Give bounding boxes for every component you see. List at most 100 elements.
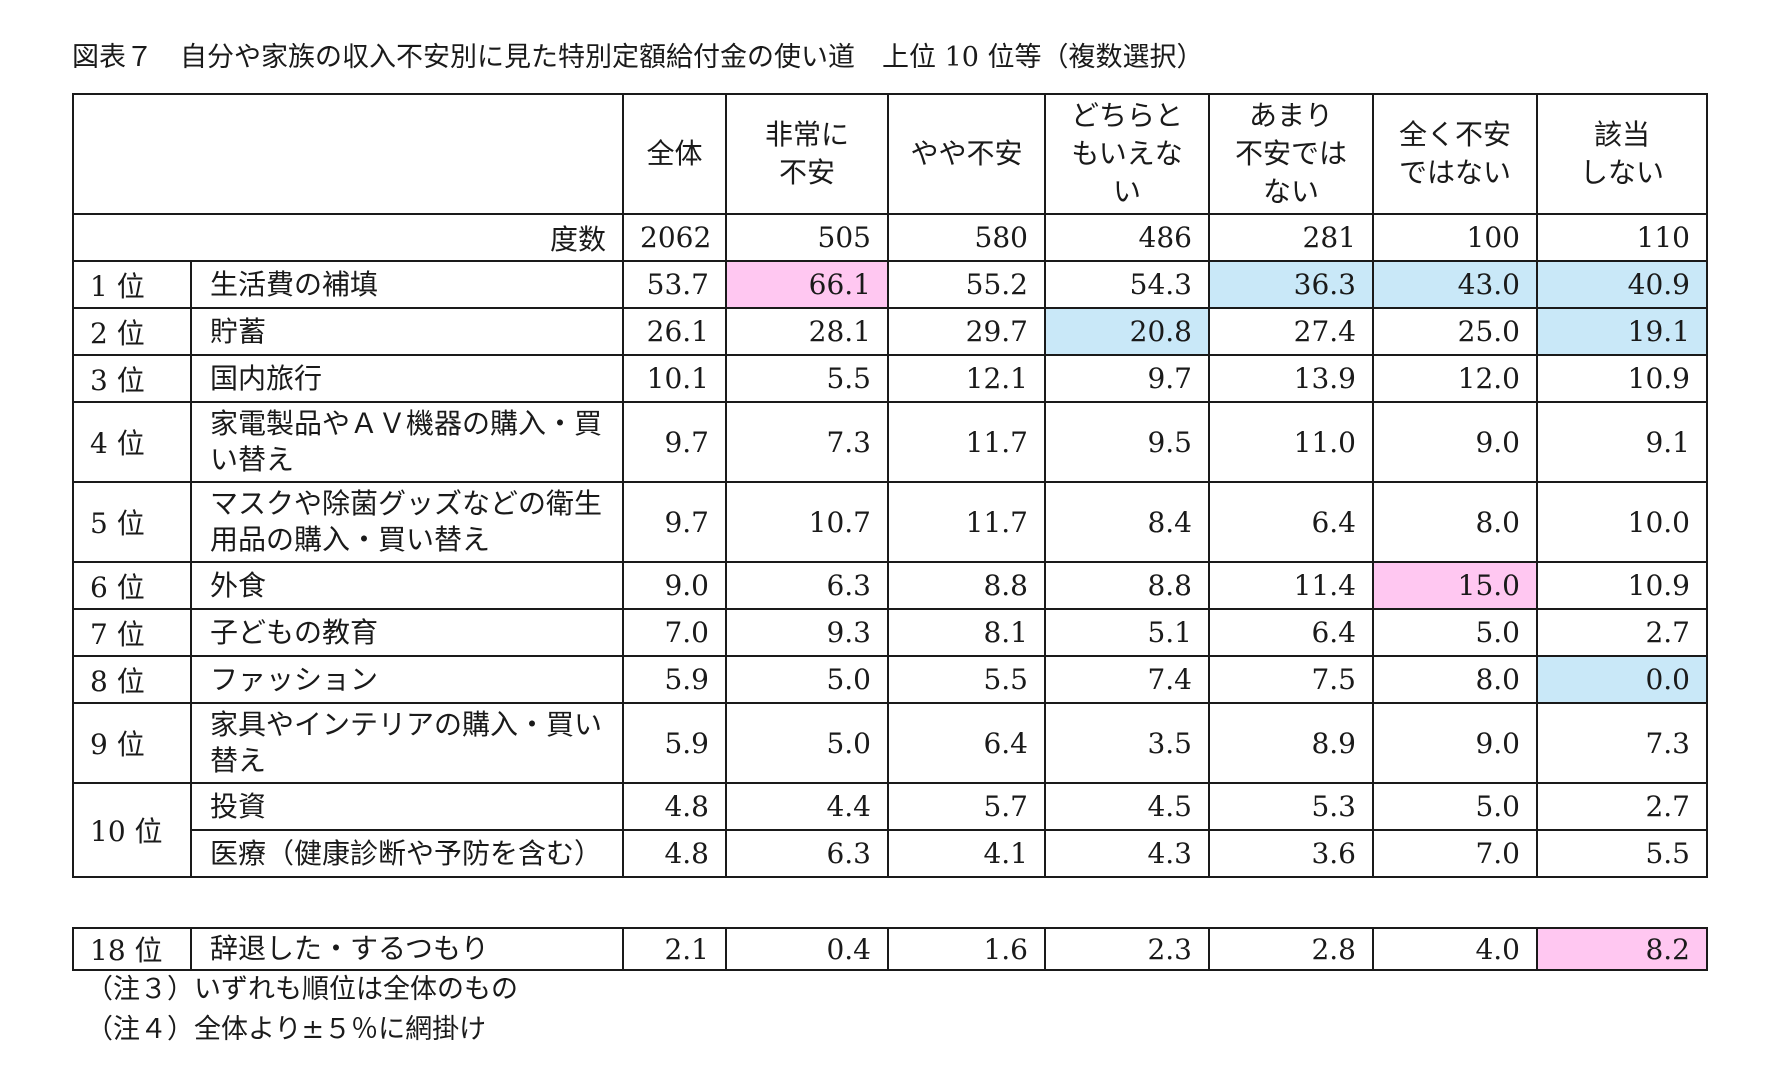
rank-cell: 8 位 xyxy=(72,655,192,704)
value-cell: 10.0 xyxy=(1536,481,1708,563)
item-cell: 辞退した・するつもり xyxy=(190,927,624,971)
value-cell: 20.8 xyxy=(1044,307,1210,356)
n-label: 度数 xyxy=(72,213,624,262)
rank-cell: 3 位 xyxy=(72,354,192,403)
value-cell: 40.9 xyxy=(1536,260,1708,309)
value-cell: 4.1 xyxy=(887,829,1046,878)
extra-table: 18 位辞退した・するつもり 2.1 0.4 1.6 2.3 2.8 4.0 8.2 xyxy=(72,927,1708,971)
col-header: 該当 しない xyxy=(1536,93,1708,215)
item-cell: マスクや除菌グッズなどの衛生用品の購入・買い替え xyxy=(190,481,624,563)
value-cell: 0.4 xyxy=(725,927,889,971)
table-row: 8 位ファッション 5.9 5.0 5.5 7.4 7.5 8.0 0.0 xyxy=(72,655,1708,704)
value-cell: 7.3 xyxy=(725,401,889,483)
col-header: 非常に 不安 xyxy=(725,93,889,215)
value-cell: 7.0 xyxy=(622,608,727,657)
value-cell: 8.8 xyxy=(1044,561,1210,610)
value-cell: 2.7 xyxy=(1536,608,1708,657)
item-cell: 貯蓄 xyxy=(190,307,624,356)
value-cell: 5.5 xyxy=(1536,829,1708,878)
n-value: 110 xyxy=(1536,213,1708,262)
value-cell: 10.7 xyxy=(725,481,889,563)
note: （注４）全体より±５％に網掛け xyxy=(86,1014,487,1045)
header-row: 全体 非常に 不安 やや不安 どちらと もいえない あまり 不安では ない 全く不安 では… xyxy=(72,93,1708,215)
value-cell: 8.4 xyxy=(1044,481,1210,563)
item-cell: 生活費の補填 xyxy=(190,260,624,309)
value-cell: 9.7 xyxy=(622,401,727,483)
col-header: あまり 不安では ない xyxy=(1208,93,1374,215)
value-cell: 66.1 xyxy=(725,260,889,309)
value-cell: 7.0 xyxy=(1372,829,1538,878)
note: （注３）いずれも順位は全体のもの xyxy=(86,974,518,1005)
value-cell: 53.7 xyxy=(622,260,727,309)
value-cell: 7.4 xyxy=(1044,655,1210,704)
value-cell: 9.0 xyxy=(1372,702,1538,784)
table-row: 1 位生活費の補填 53.7 66.1 55.2 54.3 36.3 43.0 40.9 xyxy=(72,260,1708,309)
data-table: 全体 非常に 不安 やや不安 どちらと もいえない あまり 不安では ない 全く不安 では… xyxy=(72,93,1708,878)
value-cell: 28.1 xyxy=(725,307,889,356)
table-row: 18 位辞退した・するつもり 2.1 0.4 1.6 2.3 2.8 4.0 8.2 xyxy=(72,927,1708,971)
n-value: 486 xyxy=(1044,213,1210,262)
value-cell: 0.0 xyxy=(1536,655,1708,704)
value-cell: 5.5 xyxy=(887,655,1046,704)
value-cell: 11.4 xyxy=(1208,561,1374,610)
value-cell: 6.4 xyxy=(1208,608,1374,657)
col-header: やや不安 xyxy=(887,93,1046,215)
table-row: 7 位子どもの教育 7.0 9.3 8.1 5.1 6.4 5.0 2.7 xyxy=(72,608,1708,657)
table-row: 医療（健康診断や予防を含む） 4.8 6.3 4.1 4.3 3.6 7.0 5.5 xyxy=(73,829,1708,878)
value-cell: 12.1 xyxy=(887,354,1046,403)
value-cell: 5.0 xyxy=(1372,608,1538,657)
n-value: 505 xyxy=(725,213,889,262)
table-row: 4 位家電製品やＡＶ機器の購入・買い替え 9.7 7.3 11.7 9.5 11.0 9.0… xyxy=(72,401,1708,483)
value-cell: 8.0 xyxy=(1372,481,1538,563)
rank-cell: 10 位 xyxy=(72,782,192,878)
value-cell: 5.7 xyxy=(887,782,1046,831)
value-cell: 2.8 xyxy=(1208,927,1374,971)
value-cell: 3.6 xyxy=(1208,829,1374,878)
rank-cell: 7 位 xyxy=(72,608,192,657)
value-cell: 29.7 xyxy=(887,307,1046,356)
value-cell: 13.9 xyxy=(1208,354,1374,403)
value-cell: 5.0 xyxy=(725,655,889,704)
item-cell: 家電製品やＡＶ機器の購入・買い替え xyxy=(190,401,624,483)
value-cell: 11.7 xyxy=(887,401,1046,483)
value-cell: 4.5 xyxy=(1044,782,1210,831)
value-cell: 5.9 xyxy=(622,655,727,704)
value-cell: 7.5 xyxy=(1208,655,1374,704)
value-cell: 9.3 xyxy=(725,608,889,657)
value-cell: 6.4 xyxy=(887,702,1046,784)
value-cell: 4.8 xyxy=(622,829,727,878)
value-cell: 10.1 xyxy=(622,354,727,403)
value-cell: 8.2 xyxy=(1536,927,1708,971)
value-cell: 8.0 xyxy=(1372,655,1538,704)
value-cell: 4.8 xyxy=(622,782,727,831)
value-cell: 4.3 xyxy=(1044,829,1210,878)
col-header: 全く不安 ではない xyxy=(1372,93,1538,215)
value-cell: 6.3 xyxy=(725,829,889,878)
item-cell: 医療（健康診断や予防を含む） xyxy=(190,829,624,878)
table-row: 3 位国内旅行 10.1 5.5 12.1 9.7 13.9 12.0 10.9 xyxy=(72,354,1708,403)
value-cell: 5.9 xyxy=(622,702,727,784)
value-cell: 43.0 xyxy=(1372,260,1538,309)
rank-cell: 6 位 xyxy=(72,561,192,610)
value-cell: 2.3 xyxy=(1044,927,1210,971)
figure-title: 図表７ 自分や家族の収入不安別に見た特別定額給付金の使い道 上位 10 位等（複… xyxy=(72,42,1204,73)
value-cell: 15.0 xyxy=(1372,561,1538,610)
table-row: 5 位マスクや除菌グッズなどの衛生用品の購入・買い替え 9.7 10.7 11.7 8.… xyxy=(72,481,1708,563)
value-cell: 8.1 xyxy=(887,608,1046,657)
rank-cell: 2 位 xyxy=(72,307,192,356)
value-cell: 6.3 xyxy=(725,561,889,610)
n-value: 580 xyxy=(887,213,1046,262)
value-cell: 26.1 xyxy=(622,307,727,356)
value-cell: 8.9 xyxy=(1208,702,1374,784)
header-corner xyxy=(72,93,624,215)
value-cell: 4.4 xyxy=(725,782,889,831)
n-value: 100 xyxy=(1372,213,1538,262)
item-cell: 国内旅行 xyxy=(190,354,624,403)
item-cell: 投資 xyxy=(190,782,624,831)
value-cell: 19.1 xyxy=(1536,307,1708,356)
value-cell: 5.5 xyxy=(725,354,889,403)
value-cell: 54.3 xyxy=(1044,260,1210,309)
rank-cell: 5 位 xyxy=(72,481,192,563)
col-header: どちらと もいえない xyxy=(1044,93,1210,215)
value-cell: 9.0 xyxy=(1372,401,1538,483)
